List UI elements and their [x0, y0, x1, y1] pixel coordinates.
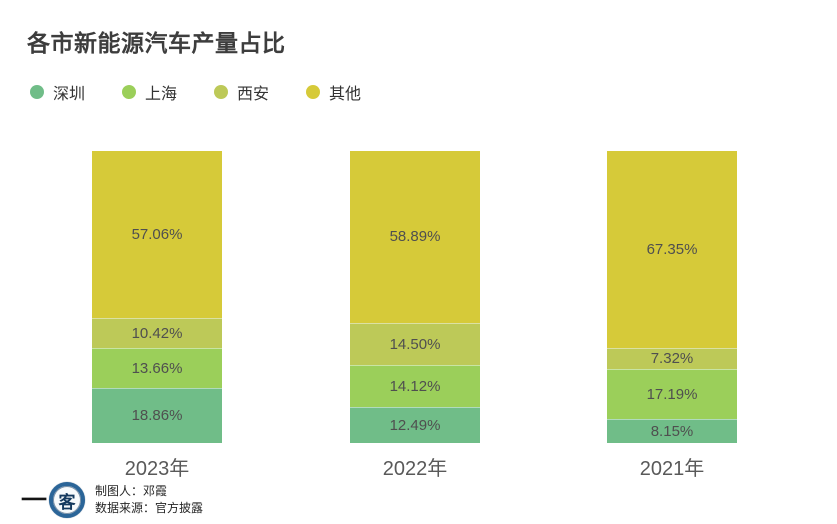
logo-circle-character: 客: [58, 492, 76, 512]
legend-item-其他: 其他: [306, 80, 361, 104]
segment-value-label: 13.66%: [131, 359, 183, 377]
plot-area: 57.06% 10.42% 13.66% 18.86% 58.89% 14.50% 14.1…: [0, 151, 837, 443]
segment-西安-2021年: 7.32%: [607, 347, 737, 370]
segment-value-label: 18.86%: [131, 407, 183, 425]
segment-其他-2022年: 58.89%: [350, 151, 480, 323]
segment-西安-2023年: 10.42%: [92, 317, 222, 349]
legend-label: 西安: [237, 86, 270, 103]
x-axis: 2023年 2022年 2021年: [0, 452, 837, 480]
footer: 一 客 制图人：邓霞 数据来源：官方披露: [0, 478, 837, 524]
segment-上海-2023年: 13.66%: [92, 348, 222, 388]
legend-item-上海: 上海: [122, 80, 177, 104]
yike-logo: 一 客: [21, 482, 86, 518]
credit-author: 制图人：邓霞: [95, 484, 168, 498]
logo-circle-badge: 客: [49, 482, 86, 518]
x-axis-label-2022年: 2022年: [382, 458, 448, 480]
segment-深圳-2023年: 18.86%: [92, 387, 222, 443]
segment-value-label: 10.42%: [131, 324, 183, 342]
segment-value-label: 7.32%: [650, 350, 694, 368]
segment-value-label: 58.89%: [389, 228, 441, 246]
stacked-bar-2021年: 67.35% 7.32% 17.19% 8.15%: [607, 151, 737, 443]
segment-深圳-2022年: 12.49%: [350, 406, 480, 443]
chart-title: 各市新能源汽车产量占比: [27, 30, 286, 56]
segment-value-label: 17.19%: [646, 386, 698, 404]
legend-swatch-icon: [122, 85, 137, 99]
legend-label: 其他: [329, 86, 362, 103]
segment-西安-2022年: 14.50%: [350, 322, 480, 366]
legend: 深圳 上海 西安 其他: [30, 80, 361, 104]
segment-value-label: 57.06%: [131, 225, 183, 243]
segment-value-label: 14.50%: [389, 336, 441, 354]
segment-value-label: 8.15%: [650, 423, 694, 441]
segment-value-label: 14.12%: [389, 377, 441, 395]
legend-swatch-icon: [306, 85, 321, 99]
segment-其他-2021年: 67.35%: [607, 151, 737, 348]
x-axis-label-2021年: 2021年: [639, 458, 705, 480]
segment-其他-2023年: 57.06%: [92, 151, 222, 318]
x-axis-label-2023年: 2023年: [124, 458, 190, 480]
legend-label: 深圳: [53, 86, 86, 103]
stacked-bar-2022年: 58.89% 14.50% 14.12% 12.49%: [350, 151, 480, 443]
stacked-bar-2023年: 57.06% 10.42% 13.66% 18.86%: [92, 151, 222, 443]
credit-source: 数据来源：官方披露: [95, 501, 204, 515]
legend-item-深圳: 深圳: [30, 80, 85, 104]
legend-swatch-icon: [30, 85, 44, 99]
legend-item-西安: 西安: [214, 80, 269, 104]
segment-value-label: 12.49%: [389, 416, 441, 434]
logo-dash-character: 一: [21, 487, 48, 513]
legend-label: 上海: [145, 86, 178, 103]
legend-swatch-icon: [214, 85, 229, 99]
credits: 制图人：邓霞 数据来源：官方披露: [95, 483, 203, 517]
segment-上海-2021年: 17.19%: [607, 369, 737, 420]
segment-value-label: 67.35%: [646, 240, 698, 258]
segment-深圳-2021年: 8.15%: [607, 419, 737, 443]
segment-上海-2022年: 14.12%: [350, 365, 480, 407]
